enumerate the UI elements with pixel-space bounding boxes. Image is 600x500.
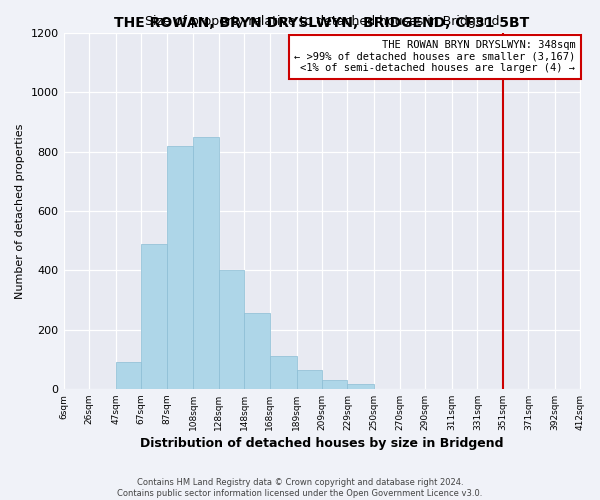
- Bar: [167, 146, 193, 389]
- Bar: [244, 313, 270, 389]
- Text: Contains HM Land Registry data © Crown copyright and database right 2024.
Contai: Contains HM Land Registry data © Crown c…: [118, 478, 482, 498]
- Text: THE ROWAN BRYN DRYSLWYN: 348sqm
← >99% of detached houses are smaller (3,167)
<1: THE ROWAN BRYN DRYSLWYN: 348sqm ← >99% o…: [294, 40, 575, 74]
- X-axis label: Distribution of detached houses by size in Bridgend: Distribution of detached houses by size …: [140, 437, 504, 450]
- Bar: [270, 356, 296, 389]
- Text: Size of property relative to detached houses in Bridgend: Size of property relative to detached ho…: [145, 16, 499, 28]
- Bar: [193, 137, 219, 389]
- Bar: [296, 370, 322, 389]
- Bar: [219, 270, 244, 389]
- Bar: [116, 362, 141, 389]
- Y-axis label: Number of detached properties: Number of detached properties: [15, 123, 25, 298]
- Bar: [141, 244, 167, 389]
- Bar: [322, 380, 347, 389]
- Title: THE ROWAN, BRYN DRYSLWYN, BRIDGEND, CF31 5BT: THE ROWAN, BRYN DRYSLWYN, BRIDGEND, CF31…: [115, 16, 530, 30]
- Bar: [347, 384, 374, 389]
